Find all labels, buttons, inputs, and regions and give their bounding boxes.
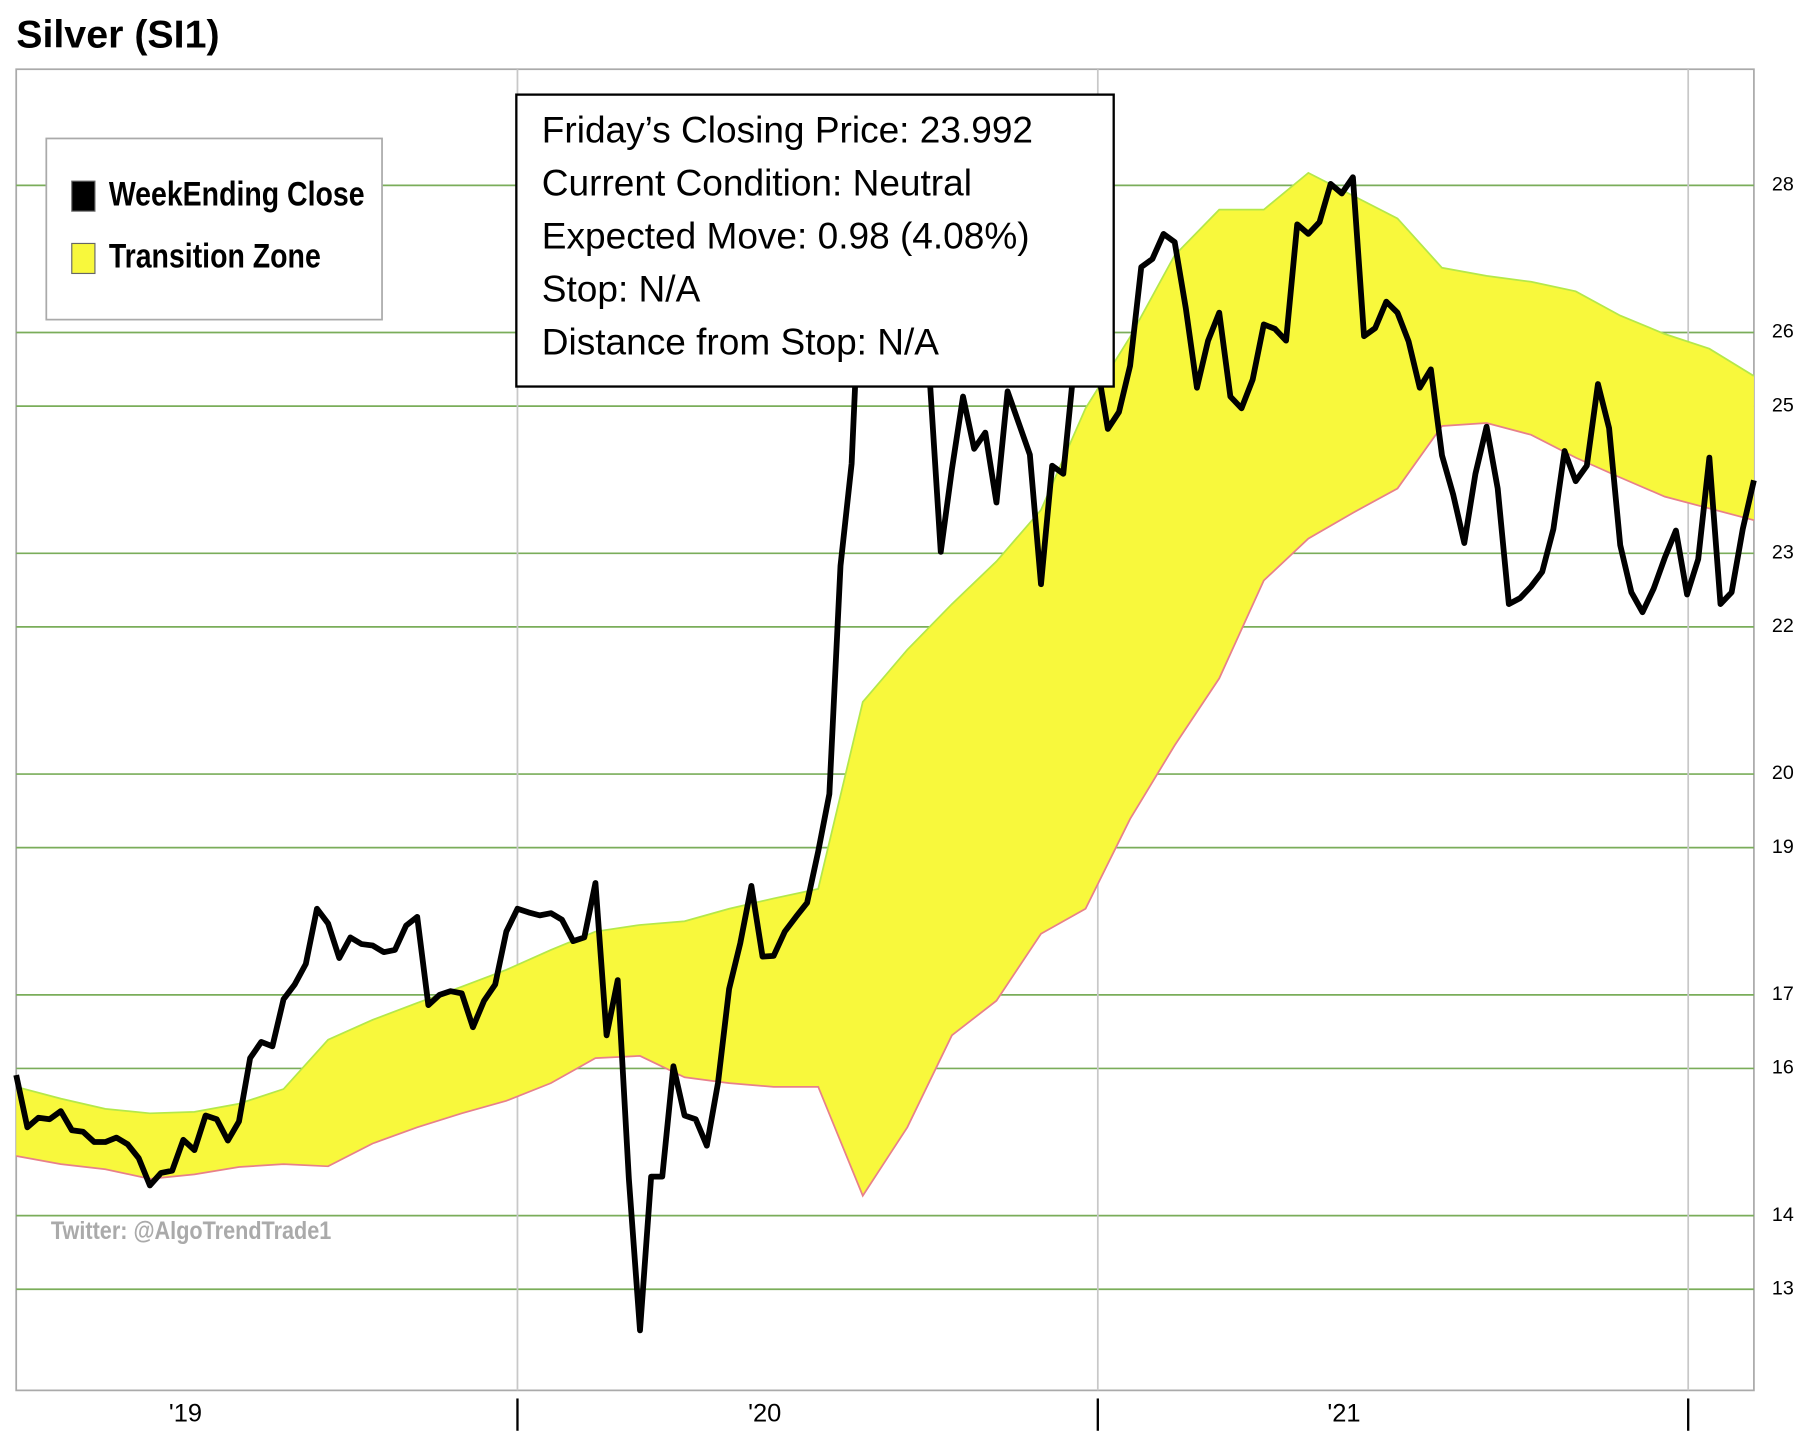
info-box [515, 93, 1115, 388]
info-line: Stop: N/A [542, 269, 701, 310]
y-tick-label: 16 [1772, 1057, 1794, 1079]
plot-frame [15, 68, 1755, 1392]
legend-box [45, 137, 383, 321]
transition-zone-upper [15, 171, 1755, 1115]
legend-swatch [71, 242, 96, 275]
watermark: Twitter: @AlgoTrendTrade1 [51, 1216, 331, 1244]
legend-label: WeekEnding Close [109, 174, 365, 213]
x-tick-label: '20 [748, 1399, 781, 1427]
x-tick-label: '19 [169, 1399, 202, 1427]
legend-label: Transition Zone [109, 236, 321, 275]
overlay: WeekEnding Close Transition Zone Friday’s … [45, 93, 1115, 1244]
y-tick-label: 14 [1772, 1204, 1794, 1226]
info-line: Current Condition: Neutral [542, 163, 972, 204]
y-tick-label: 19 [1772, 836, 1794, 858]
transition-zone-fill [16, 172, 1754, 1196]
transition-zone-lower [16, 422, 1755, 1198]
y-tick-label: 28 [1772, 174, 1794, 196]
y-tick-label: 22 [1772, 615, 1794, 637]
y-tick-label: 13 [1772, 1277, 1794, 1299]
y-tick-label: 25 [1772, 394, 1794, 416]
y-tick-label: 23 [1772, 542, 1794, 564]
x-tick-label: '21 [1327, 1399, 1360, 1427]
info-line: Distance from Stop: N/A [542, 322, 940, 363]
info-line: Friday’s Closing Price: 23.992 [542, 109, 1033, 150]
chart-title: Silver (SI1) [16, 12, 219, 56]
info-line: Expected Move: 0.98 (4.08%) [542, 216, 1030, 257]
legend-swatch [71, 180, 96, 212]
y-tick-label: 20 [1772, 762, 1794, 784]
y-tick-label: 26 [1772, 321, 1794, 343]
y-tick-label: 17 [1772, 983, 1794, 1005]
